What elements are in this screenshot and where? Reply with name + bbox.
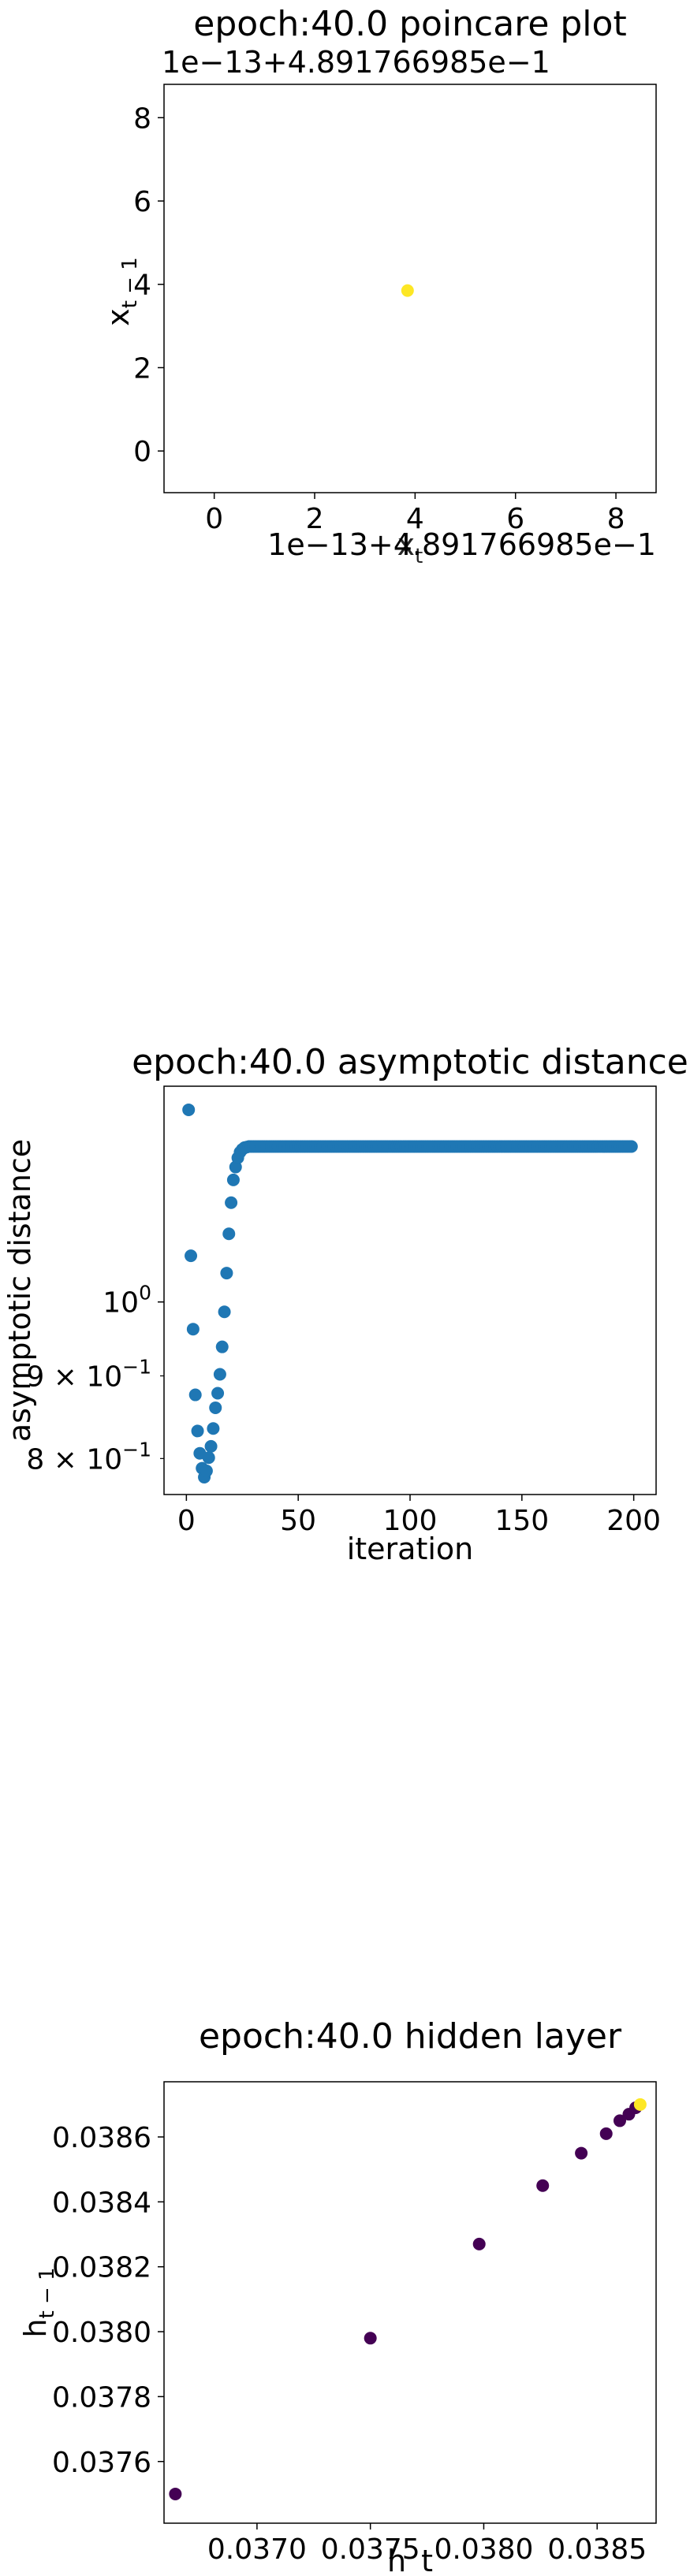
asymptotic-x-tick-label: 150 — [494, 1505, 549, 1537]
hidden-layer-point — [536, 2179, 550, 2192]
asymptotic-point — [220, 1267, 233, 1280]
hidden-layer-title: epoch:40.0 hidden layer — [199, 2016, 622, 2057]
hidden-layer-y-tick-label: 0.0386 — [52, 2122, 151, 2154]
asymptotic-y-minor-tick-label: 8 × 10−1 — [26, 1438, 151, 1476]
hidden-layer-frame — [163, 2081, 657, 2524]
poincare-plot-chart: epoch:40.0 poincare plot 1e−13+4.8917669… — [101, 4, 657, 568]
poincare-y-tick-label: 4 — [133, 270, 151, 302]
asymptotic-x-tick-label: 100 — [383, 1505, 438, 1537]
poincare-x-tick-label: 4 — [406, 503, 424, 535]
asymptotic-y-axis-label: asymptotic distance — [2, 1139, 37, 1442]
poincare-x-offset-label: 1e−13+4.891766985e−1 — [267, 527, 656, 562]
asymptotic-point — [185, 1249, 198, 1263]
asymptotic-point — [202, 1451, 215, 1465]
asymptotic-point — [218, 1305, 231, 1319]
hidden-layer-y-tick-label: 0.0382 — [52, 2252, 151, 2284]
asymptotic-point — [200, 1465, 213, 1478]
hidden-layer-point — [472, 2237, 486, 2250]
hidden-layer-y-tick-label: 0.0380 — [52, 2317, 151, 2349]
hidden-layer-chart: epoch:40.0 hidden layer 0.0370 0.0375 0.03… — [18, 2016, 657, 2576]
asymptotic-y-major-tick-label: 100 — [103, 1282, 151, 1320]
hidden-layer-point — [613, 2114, 626, 2127]
asymptotic-point — [191, 1424, 204, 1438]
asymptotic-x-tick-label: 200 — [606, 1505, 661, 1537]
poincare-x-tick-label: 2 — [306, 503, 324, 535]
asymptotic-point — [182, 1103, 196, 1116]
hidden-layer-marks — [169, 2098, 647, 2500]
asymptotic-ticks: 0 50 100 150 200 100 9 × 10−1 8 × 10−1 — [26, 1282, 661, 1537]
asymptotic-point — [225, 1196, 238, 1209]
poincare-y-offset-label: 1e−13+4.891766985e−1 — [162, 45, 550, 80]
hidden-layer-point — [599, 2127, 613, 2140]
asymptotic-distance-title: epoch:40.0 asymptotic distance — [132, 1042, 688, 1082]
asymptotic-point — [215, 1340, 229, 1353]
asymptotic-marks — [182, 1103, 638, 1484]
asymptotic-plateau-point — [625, 1140, 638, 1153]
hidden-layer-point — [633, 2098, 647, 2111]
poincare-x-tick-label: 8 — [607, 503, 625, 535]
asymptotic-point — [207, 1422, 220, 1435]
poincare-y-tick-label: 0 — [133, 436, 151, 468]
hidden-layer-x-axis-label: h_t — [387, 2544, 433, 2576]
asymptotic-point — [211, 1387, 225, 1400]
asymptotic-point — [188, 1388, 202, 1402]
hidden-layer-x-tick-label: 0.0375 — [321, 2533, 420, 2566]
hidden-layer-y-tick-label: 0.0378 — [52, 2381, 151, 2414]
asymptotic-x-axis-label: iteration — [347, 1532, 474, 1566]
asymptotic-point — [186, 1323, 200, 1336]
poincare-y-axis-label: xt − 1 — [101, 257, 142, 326]
hidden-layer-x-tick-label: 0.0385 — [547, 2533, 647, 2566]
poincare-x-tick-label: 6 — [506, 503, 524, 535]
poincare-y-tick-label: 6 — [133, 186, 151, 218]
poincare-marks — [401, 284, 414, 297]
asymptotic-point — [204, 1439, 218, 1453]
hidden-layer-point — [575, 2146, 588, 2160]
hidden-layer-x-tick-label: 0.0370 — [207, 2533, 307, 2566]
asymptotic-y-minor-tick-label: 9 × 10−1 — [26, 1355, 151, 1393]
poincare-ticks: 0 2 4 6 8 0 2 4 6 8 — [133, 102, 625, 535]
poincare-plot-frame — [163, 84, 657, 493]
asymptotic-point — [209, 1401, 222, 1414]
asymptotic-point — [226, 1173, 240, 1186]
hidden-layer-x-tick-label: 0.0380 — [434, 2533, 533, 2566]
asymptotic-point — [222, 1227, 236, 1241]
poincare-y-tick-label: 8 — [133, 102, 151, 135]
hidden-layer-y-tick-label: 0.0384 — [52, 2187, 151, 2219]
poincare-point — [401, 284, 414, 297]
hidden-layer-point — [169, 2487, 182, 2500]
asymptotic-x-tick-label: 50 — [280, 1505, 316, 1537]
poincare-x-tick-label: 0 — [205, 503, 223, 535]
hidden-layer-y-tick-label: 0.0376 — [52, 2447, 151, 2479]
poincare-plot-title: epoch:40.0 poincare plot — [193, 4, 626, 44]
hidden-layer-ticks: 0.0370 0.0375 0.0380 0.0385 0.0376 0.0378 0.03… — [52, 2122, 647, 2566]
asymptotic-distance-chart: epoch:40.0 asymptotic distance 0 50 100 150… — [2, 1042, 688, 1566]
asymptotic-point — [213, 1368, 226, 1381]
poincare-y-tick-label: 2 — [133, 352, 151, 385]
hidden-layer-point — [364, 2332, 377, 2345]
asymptotic-x-tick-label: 0 — [177, 1505, 196, 1537]
